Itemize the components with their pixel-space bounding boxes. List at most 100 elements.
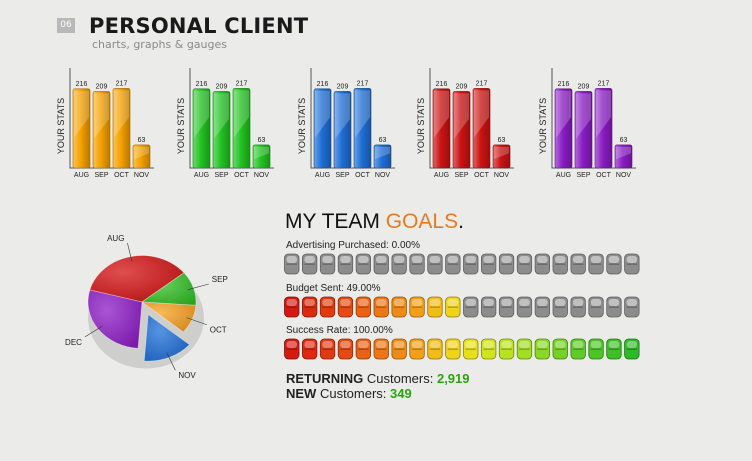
gauge-segment-lit bbox=[284, 296, 300, 318]
gauge-segment-divider bbox=[286, 306, 297, 308]
pie-chart-svg: AUG SEP OCT NOV DEC bbox=[65, 234, 228, 380]
pie-label-nov: NOV bbox=[178, 371, 196, 380]
gauge-segment-off bbox=[373, 253, 389, 275]
gauge-segment-off bbox=[624, 296, 640, 318]
gauge-segment-divider bbox=[393, 263, 405, 265]
gauge-segment-highlight bbox=[340, 256, 351, 263]
gauge-segment-lit bbox=[463, 338, 479, 360]
gauge-segment-highlight bbox=[304, 299, 315, 306]
bar-gloss bbox=[94, 93, 109, 139]
bar-chart-green: YOUR STATS 216 AUG 209 SEP 217 OCT 63 NOV bbox=[176, 64, 278, 180]
new-label-text: Customers: bbox=[316, 386, 391, 401]
gauge-segment-divider bbox=[572, 348, 584, 350]
pie-label-sep: SEP bbox=[212, 275, 228, 284]
x-tick-label: OCT bbox=[355, 172, 371, 179]
gauge-segment-highlight bbox=[429, 256, 441, 263]
gauge-segment-highlight bbox=[608, 256, 620, 263]
gauge-segment-highlight bbox=[411, 299, 423, 306]
gauge-segment-divider bbox=[590, 348, 602, 350]
gauge-segment-divider bbox=[376, 348, 387, 350]
bar-gloss bbox=[616, 146, 631, 160]
gauge-segment-divider bbox=[465, 348, 476, 350]
gauge-segment-lit bbox=[606, 338, 622, 360]
gauge-segment-lit bbox=[445, 296, 461, 318]
x-tick-label: OCT bbox=[234, 172, 250, 179]
bar-gloss bbox=[434, 90, 449, 138]
gauge-segment-lit bbox=[301, 296, 318, 318]
bar-gloss bbox=[556, 90, 571, 138]
bar-value-label: 209 bbox=[96, 83, 108, 90]
bar-value-label: 216 bbox=[558, 81, 570, 88]
gauge-segment-divider bbox=[411, 306, 423, 308]
bar-value-label: 216 bbox=[317, 81, 329, 88]
gauge-segment-lit bbox=[409, 338, 425, 360]
gauge-segment-lit bbox=[284, 338, 300, 360]
gauge-segment-highlight bbox=[537, 256, 548, 263]
gauge-segment-divider bbox=[537, 348, 548, 350]
bar-gloss bbox=[315, 90, 330, 138]
gauge-segment-off bbox=[445, 253, 461, 275]
gauge-segment-divider bbox=[572, 306, 584, 308]
bar-value-label: 216 bbox=[76, 81, 88, 88]
gauge-segment-divider bbox=[608, 306, 620, 308]
pie-label-aug: AUG bbox=[107, 234, 124, 243]
bar-gloss bbox=[375, 146, 390, 160]
pie-leader-line bbox=[186, 317, 207, 326]
gauge-segment-divider bbox=[322, 306, 333, 308]
gauge-segment-highlight bbox=[465, 341, 476, 348]
gauge-segment-highlight bbox=[555, 256, 566, 263]
gauge-segment-divider bbox=[304, 306, 315, 308]
goals-title-end: . bbox=[458, 210, 464, 233]
gauge-segment-highlight bbox=[572, 341, 584, 348]
y-axis-label: YOUR STATS bbox=[297, 98, 307, 154]
bar-gloss bbox=[194, 90, 209, 138]
gauge-segment-highlight bbox=[376, 341, 387, 348]
gauge-svg bbox=[284, 253, 640, 275]
bar-value-label: 63 bbox=[379, 137, 387, 144]
new-value: 349 bbox=[390, 386, 412, 401]
gauge-segment-divider bbox=[608, 348, 620, 350]
gauge-segment-divider bbox=[501, 263, 512, 265]
gauge-segment-divider bbox=[501, 348, 512, 350]
bar-value-label: 209 bbox=[216, 83, 228, 90]
gauge-advertising bbox=[284, 253, 644, 275]
gauge-segment-off bbox=[337, 253, 354, 275]
x-tick-label: NOV bbox=[254, 172, 270, 179]
bar-value-label: 217 bbox=[357, 80, 369, 87]
gauge-segment-divider bbox=[483, 263, 494, 265]
gauge-segment-lit bbox=[373, 338, 389, 360]
gauge-segment-divider bbox=[447, 263, 459, 265]
gauge-segment-divider bbox=[537, 306, 548, 308]
gauge-segment-divider bbox=[519, 263, 530, 265]
bar-sep bbox=[574, 91, 593, 169]
gauge-segment-highlight bbox=[393, 299, 405, 306]
gauge-segment-divider bbox=[376, 263, 387, 265]
bar-chart-svg: YOUR STATS 216 AUG 209 SEP 217 OCT 63 NOV bbox=[538, 68, 636, 179]
x-tick-label: NOV bbox=[134, 172, 150, 179]
page-subtitle: charts, graphs & gauges bbox=[92, 38, 227, 51]
gauge-segment-highlight bbox=[590, 299, 602, 306]
gauge-segment-highlight bbox=[429, 341, 441, 348]
gauge-segment-divider bbox=[555, 306, 566, 308]
bar-gloss bbox=[454, 93, 469, 139]
gauge-segment-highlight bbox=[411, 256, 423, 263]
gauge-segment-lit bbox=[570, 338, 586, 360]
bar-sep bbox=[452, 91, 471, 169]
bar-aug bbox=[192, 88, 211, 169]
gauge-segment-highlight bbox=[519, 256, 530, 263]
bar-value-label: 63 bbox=[258, 137, 266, 144]
bar-gloss bbox=[576, 93, 591, 139]
gauge-segment-highlight bbox=[376, 299, 387, 306]
gauge-segment-off bbox=[534, 253, 551, 275]
gauge-segment-highlight bbox=[411, 341, 423, 348]
gauge-segment-off bbox=[409, 253, 425, 275]
x-tick-label: SEP bbox=[335, 172, 349, 179]
pie-label-dec: DEC bbox=[65, 338, 82, 347]
gauge-segment-highlight bbox=[465, 256, 476, 263]
x-tick-label: AUG bbox=[194, 172, 209, 179]
gauge-segment-divider bbox=[626, 348, 638, 350]
gauge-segment-divider bbox=[358, 263, 369, 265]
gauge-segment-highlight bbox=[376, 256, 387, 263]
gauge-segment-off bbox=[552, 253, 568, 275]
gauge-segment-divider bbox=[429, 348, 441, 350]
